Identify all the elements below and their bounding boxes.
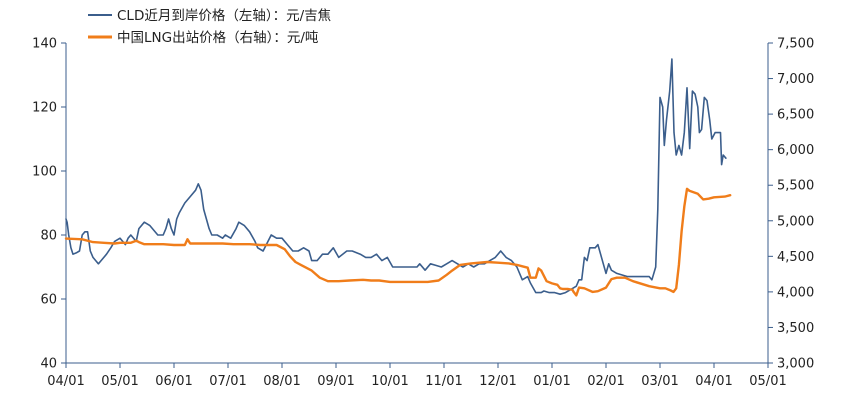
left-tick-label: 40	[40, 357, 57, 372]
x-tick-label: 03/01	[641, 374, 678, 389]
right-tick-label: 3,000	[777, 357, 814, 372]
x-tick-label: 07/01	[209, 374, 246, 389]
left-tick-label: 100	[32, 165, 57, 180]
x-tick-label: 06/01	[155, 374, 192, 389]
right-tick-label: 4,500	[777, 250, 814, 265]
left-tick-label: 140	[32, 37, 57, 52]
left-tick-label: 80	[40, 229, 57, 244]
series-layer	[64, 58, 732, 297]
right-tick-label: 5,000	[777, 214, 814, 229]
legend-label: CLD近月到岸价格（左轴）：元/吉焦	[117, 8, 331, 24]
right-tick-label: 6,000	[777, 143, 814, 158]
x-tick-label: 08/01	[263, 374, 300, 389]
x-tick-label: 02/01	[587, 374, 624, 389]
x-tick-label: 05/01	[749, 374, 786, 389]
axes: 40 60 80 100 120 140 3,000 3,500 4,000 4,500 5,000…	[32, 37, 814, 390]
x-tick-label: 01/01	[533, 374, 570, 389]
right-tick-label: 7,500	[777, 37, 814, 52]
x-tick-label: 09/01	[317, 374, 354, 389]
x-tick-label: 05/01	[101, 374, 138, 389]
legend-label: 中国LNG出站价格（右轴）：元/吨	[117, 30, 318, 46]
series-line-lng-price	[64, 187, 732, 297]
right-tick-label: 4,000	[777, 285, 814, 300]
right-tick-label: 7,000	[777, 72, 814, 87]
left-tick-label: 60	[40, 293, 57, 308]
x-tick-label: 04/01	[695, 374, 732, 389]
series-line-cld-price	[65, 58, 727, 295]
x-tick-label: 10/01	[371, 374, 408, 389]
x-tick-label: 12/01	[479, 374, 516, 389]
x-tick-label: 04/01	[47, 374, 84, 389]
right-tick-label: 3,500	[777, 321, 814, 336]
left-tick-label: 120	[32, 101, 57, 116]
x-tick-label: 11/01	[425, 374, 462, 389]
right-tick-label: 5,500	[777, 179, 814, 194]
right-tick-label: 6,500	[777, 108, 814, 123]
